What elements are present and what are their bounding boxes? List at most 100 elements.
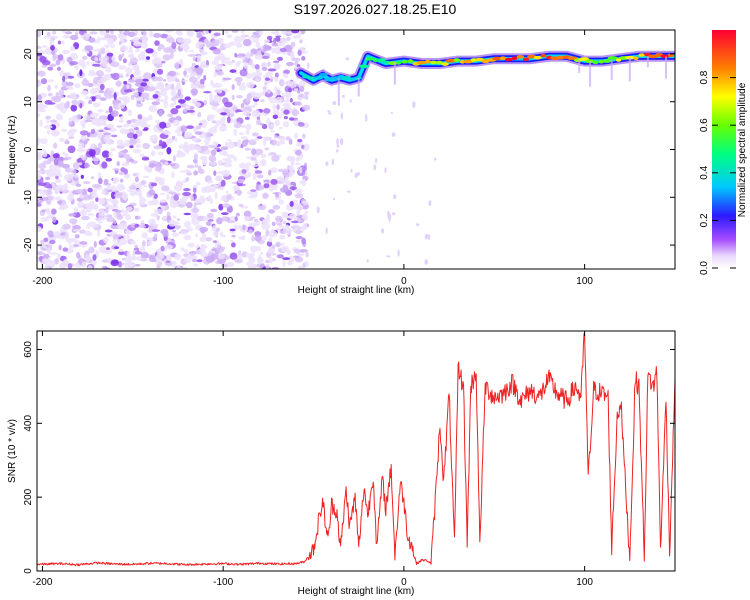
noise-speckle [49,252,58,255]
noise-speckle [75,180,80,185]
noise-speckle [62,163,70,169]
noise-speckle [211,84,217,88]
noise-speckle [284,224,290,230]
noise-speckle [118,250,125,256]
noise-speckle [57,54,64,61]
noise-speckle [160,245,165,252]
noise-speckle [339,138,344,145]
noise-speckle [65,86,73,89]
noise-speckle [238,162,247,169]
noise-speckle [195,125,202,130]
signal-blob [567,56,578,60]
noise-speckle [92,188,97,195]
noise-speckle [62,247,69,252]
noise-speckle [283,109,290,115]
noise-speckle [48,234,54,238]
noise-speckle [80,134,87,141]
noise-speckle [68,213,77,217]
noise-speckle [218,187,225,191]
noise-speckle [52,96,62,103]
noise-speckle [148,218,154,226]
noise-speckle [173,225,182,230]
noise-speckle [133,133,138,140]
noise-speckle [103,236,109,244]
noise-speckle [170,83,175,90]
noise-speckle [45,115,51,120]
noise-speckle [127,50,134,53]
noise-speckle [156,81,165,89]
noise-speckle [115,80,122,87]
noise-speckle [103,178,109,185]
noise-speckle [69,34,79,41]
top-x-tick-label: -100 [213,276,233,287]
noise-speckle [199,226,209,233]
noise-speckle [105,208,109,214]
noise-speckle [264,147,269,151]
noise-speckle [244,147,251,151]
noise-speckle [93,76,99,85]
noise-speckle [289,200,294,207]
noise-speckle [271,221,276,227]
noise-speckle [211,149,217,156]
signal-track [295,50,675,106]
noise-speckle [226,219,236,224]
noise-speckle [263,39,270,44]
noise-speckle [248,195,257,199]
noise-speckle [81,197,91,201]
noise-speckle [105,157,113,162]
noise-speckle [42,160,52,165]
noise-speckle [211,60,219,66]
noise-speckle [115,234,122,238]
noise-speckle [69,218,78,225]
noise-speckle [154,40,160,46]
noise-speckle [47,79,55,83]
noise-speckle [73,244,79,247]
noise-speckle [149,30,154,38]
noise-speckle [84,162,89,169]
noise-speckle [73,64,79,70]
noise-speckle [47,169,52,173]
noise-speckle [91,184,101,189]
noise-speckle [54,196,62,201]
noise-speckle [264,45,272,51]
noise-speckle [231,242,236,248]
noise-speckles [37,30,437,269]
noise-speckle [71,99,78,106]
noise-speckle [90,176,95,180]
noise-speckle [72,162,80,170]
noise-speckle [332,101,337,105]
noise-speckle [125,255,133,263]
bottom-x-tick-label: -100 [213,577,233,588]
noise-speckle [49,38,54,46]
signal-blob [607,56,619,60]
noise-speckle [171,41,177,50]
signal-blob [523,57,530,62]
noise-speckle [272,103,276,111]
noise-speckle [94,203,99,211]
noise-speckle [264,80,272,84]
noise-speckle [270,129,275,133]
top-x-axis-label: Height of straight line (km) [298,285,415,296]
noise-speckle [37,163,41,167]
noise-speckle [216,217,223,225]
noise-speckle [270,139,277,146]
top-y-axis-label: Frequency (Hz) [7,116,18,185]
colorbar-ticks: 0.0 0.2 0.4 0.6 0.8 [699,70,736,275]
noise-speckle [222,203,231,208]
noise-speckle [214,147,221,150]
noise-speckle [82,55,88,61]
noise-speckle [237,139,242,147]
noise-speckle [125,206,133,212]
noise-speckle [95,70,104,77]
noise-speckle [283,104,291,111]
noise-speckle [276,254,284,259]
noise-speckle [45,176,51,181]
noise-speckle [80,174,84,179]
noise-speckle [287,255,296,263]
noise-speckle [299,166,303,174]
noise-speckle [211,102,220,107]
noise-speckle [91,63,101,67]
noise-speckle [346,190,351,193]
noise-speckle [193,214,199,217]
noise-speckle [224,101,233,108]
